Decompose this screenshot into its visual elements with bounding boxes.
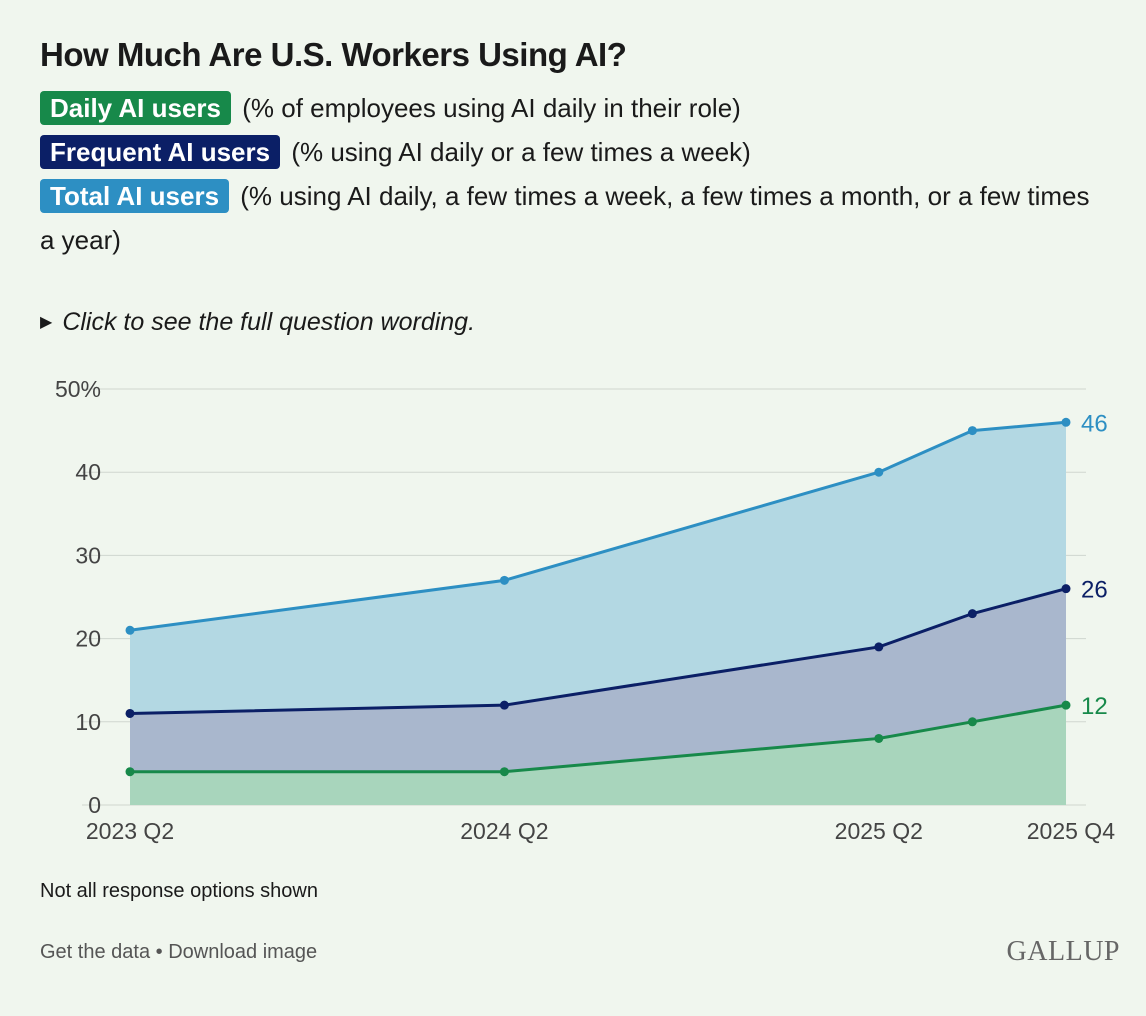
daily-end-label: 12 (1081, 693, 1108, 720)
legend-total-desc: (% using AI daily, a few times a week, a… (40, 181, 1090, 255)
footnote: Not all response options shown (40, 880, 318, 902)
footer-links: Get the data • Download image (40, 941, 317, 964)
legend-frequent-label: Frequent AI users (40, 135, 281, 169)
legend-frequent: Frequent AI users (% using AI daily or a… (40, 130, 1100, 174)
frequent-end-label: 26 (1081, 577, 1108, 604)
legend-daily: Daily AI users (% of employees using AI … (40, 86, 1100, 130)
y-tick-label: 0 (88, 792, 101, 818)
chart-title: How Much Are U.S. Workers Using AI? (40, 36, 627, 73)
y-tick-label: 10 (75, 709, 101, 735)
frequent-point (967, 609, 977, 619)
total-point (874, 467, 884, 477)
y-tick-label: 30 (75, 542, 101, 568)
daily-point (125, 767, 135, 777)
frequent-point (1061, 584, 1071, 594)
area-chart: 0 10 20 30 40 50% 2023 Q2 2024 Q2 2025 Q2 2025 Q4… (55, 376, 1115, 844)
x-tick-label: 2025 Q2 (835, 818, 923, 844)
daily-point (1061, 700, 1071, 710)
daily-area (130, 705, 1066, 805)
link-separator: • (150, 941, 169, 963)
frequent-point (499, 700, 509, 710)
y-tick-label: 40 (75, 459, 101, 485)
x-tick-label: 2024 Q2 (460, 818, 548, 844)
gallup-logo: GALLUP (1006, 936, 1120, 967)
daily-point (874, 733, 884, 743)
legend-frequent-desc: (% using AI daily or a few times a week) (284, 137, 751, 167)
daily-point (967, 717, 977, 727)
x-tick-label: 2025 Q4 (1027, 818, 1115, 844)
question-wording-label: Click to see the full question wording. (62, 308, 476, 336)
y-tick-label: 50% (55, 376, 101, 402)
legend-daily-label: Daily AI users (40, 91, 232, 125)
legend-total-label: Total AI users (40, 179, 230, 213)
y-tick-label: 20 (75, 626, 101, 652)
legend-daily-desc: (% of employees using AI daily in their … (235, 93, 741, 123)
download-image-link[interactable]: Download image (168, 941, 318, 963)
question-wording-toggle[interactable]: ▶ Click to see the full question wording. (40, 308, 475, 337)
triangle-right-icon: ▶ (40, 314, 53, 331)
frequent-point (874, 642, 884, 652)
total-point (1061, 417, 1071, 427)
get-data-link[interactable]: Get the data (40, 941, 151, 963)
total-point (967, 426, 977, 436)
total-point (499, 575, 509, 585)
frequent-point (125, 708, 135, 718)
daily-point (499, 767, 509, 777)
total-end-label: 46 (1081, 410, 1108, 437)
total-point (125, 625, 135, 635)
x-tick-label: 2023 Q2 (86, 818, 174, 844)
legend-total: Total AI users (% using AI daily, a few … (40, 174, 1100, 262)
